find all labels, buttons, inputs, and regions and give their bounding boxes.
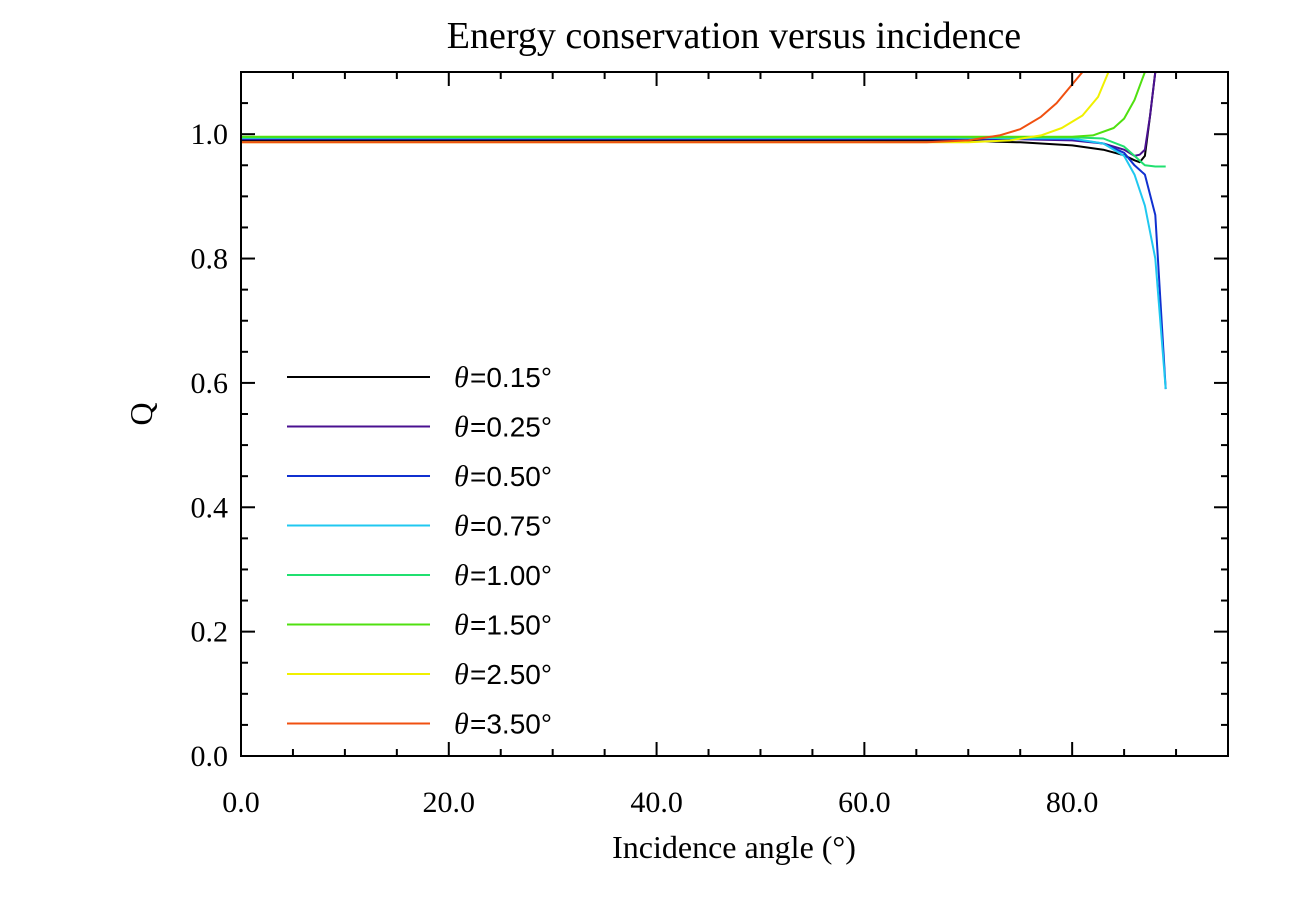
legend-label-8: =3.50°: [470, 709, 552, 740]
y-axis-label: Q: [123, 402, 159, 425]
y-tick-label: 0.2: [191, 616, 229, 649]
legend-symbol: θ: [454, 361, 469, 394]
legend-symbol: θ: [454, 510, 469, 543]
y-tick-label: 0.8: [191, 243, 229, 276]
legend-symbol: θ: [454, 658, 469, 691]
plot-frame: [240, 71, 1229, 757]
legend-symbol: θ: [454, 609, 469, 642]
series-line-4: [241, 136, 1167, 390]
x-tick-label: 80.0: [1046, 786, 1099, 819]
legend-label-4: =0.75°: [470, 511, 552, 542]
series-line-2: [241, 72, 1157, 157]
legend-label-7: =2.50°: [470, 659, 552, 690]
x-tick-label: 0.0: [222, 786, 260, 819]
x-tick-label: 40.0: [630, 786, 683, 819]
chart-title: Energy conservation versus incidence: [447, 15, 1021, 57]
legend-symbol: θ: [454, 559, 469, 592]
x-axis-label: Incidence angle (°): [612, 829, 856, 865]
legend-label-2: =0.25°: [470, 412, 552, 443]
legend-symbol: θ: [454, 708, 469, 741]
legend-symbol: θ: [454, 411, 469, 444]
y-tick-label: 0.6: [191, 367, 229, 400]
series-line-7: [241, 72, 1110, 144]
y-tick-label: 1.0: [191, 118, 229, 151]
series-group: [241, 72, 1167, 390]
legend-label-1: =0.15°: [470, 362, 552, 393]
series-line-6: [241, 72, 1146, 138]
y-tick-label: 0.0: [191, 740, 229, 773]
legend: θ =0.15°θ =0.25°θ =0.50°θ =0.75°θ =1.00°θ =1.5…: [287, 361, 552, 741]
series-line-3: [241, 137, 1167, 390]
x-tick-label: 60.0: [838, 786, 891, 819]
ticks-group: 0.0 20.0 40.0 60.0 80.0 0.0 0.2 0.4 0.6 0.8 1.0: [191, 71, 1229, 819]
legend-symbol: θ: [454, 460, 469, 493]
series-line-8: [241, 72, 1084, 144]
x-tick-label: 20.0: [423, 786, 476, 819]
legend-label-3: =0.50°: [470, 461, 552, 492]
y-tick-label: 0.4: [191, 491, 229, 524]
legend-label-5: =1.00°: [470, 560, 552, 591]
series-line-1: [241, 72, 1157, 164]
legend-label-6: =1.50°: [470, 610, 552, 641]
